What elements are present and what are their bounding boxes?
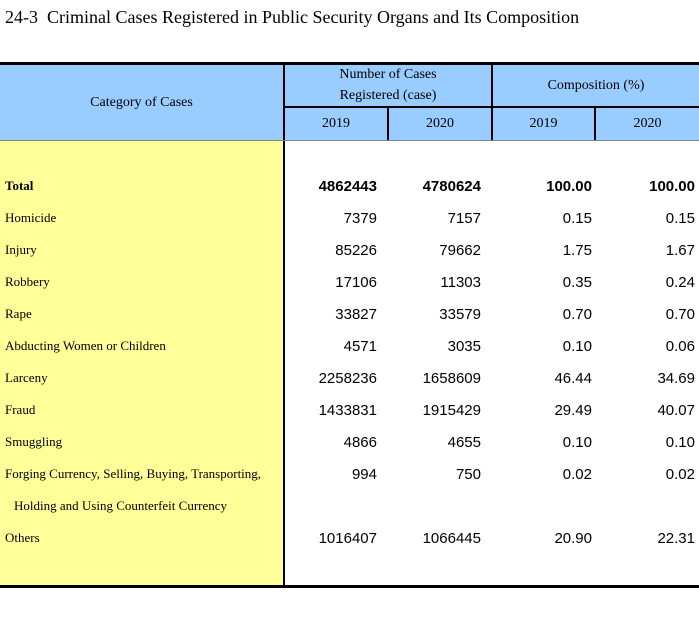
table-row-robbery: Robbery 17106 11303 0.35 0.24 xyxy=(0,266,699,298)
header-category-of-cases: Category of Cases xyxy=(0,65,285,140)
cases-2020-cell: 1915429 xyxy=(422,401,481,419)
header-composition-2019: 2019 xyxy=(493,108,596,140)
cases-2019-cell: 17106 xyxy=(335,273,377,291)
composition-2020-cell: 0.06 xyxy=(665,337,695,355)
category-cell: Abducting Women or Children xyxy=(5,337,166,353)
cases-2019-cell: 4866 xyxy=(343,433,377,451)
table-row-rape: Rape 33827 33579 0.70 0.70 xyxy=(0,298,699,330)
composition-2019-cell: 100.00 xyxy=(546,177,592,195)
composition-2020-cell: 100.00 xyxy=(649,177,695,195)
cases-2020-cell: 33579 xyxy=(439,305,481,323)
table-row-others: Others 1016407 1066445 20.90 22.31 xyxy=(0,522,699,554)
cases-2020-cell: 3035 xyxy=(447,337,481,355)
composition-2020-cell: 0.15 xyxy=(665,209,695,227)
category-cell: Homicide xyxy=(5,209,57,225)
cases-2019-cell: 1016407 xyxy=(318,529,377,547)
category-cell: Larceny xyxy=(5,369,48,385)
cases-2019-cell: 2258236 xyxy=(318,369,377,387)
cases-2019-cell: 994 xyxy=(351,465,377,483)
cases-2019-cell: 4571 xyxy=(343,337,377,355)
header-composition: Composition (%) xyxy=(493,65,699,108)
composition-2020-cell: 40.07 xyxy=(657,401,695,419)
table-row-smuggling: Smuggling 4866 4655 0.10 0.10 xyxy=(0,426,699,458)
cases-2020-cell: 750 xyxy=(455,465,481,483)
composition-2019-cell: 1.75 xyxy=(562,241,592,259)
composition-2019-cell: 0.70 xyxy=(562,305,592,323)
composition-2019-cell: 0.02 xyxy=(562,465,592,483)
composition-2020-cell: 34.69 xyxy=(657,369,695,387)
category-cell-continuation: Holding and Using Counterfeit Currency xyxy=(14,497,228,513)
header-number-of-cases-line1: Number of Cases xyxy=(339,67,437,83)
table-header: Category of Cases Number of Cases Regist… xyxy=(0,62,699,141)
composition-2019-cell: 0.10 xyxy=(562,337,592,355)
cases-2019-cell: 33827 xyxy=(335,305,377,323)
table-row-total: Total 4862443 4780624 100.00 100.00 xyxy=(0,170,699,202)
category-cell: Total xyxy=(5,177,34,193)
composition-2020-cell: 0.10 xyxy=(665,433,695,451)
table-row-fraud: Fraud 1433831 1915429 29.49 40.07 xyxy=(0,394,699,426)
composition-2019-cell: 0.15 xyxy=(562,209,592,227)
header-cases-2020: 2020 xyxy=(389,108,493,140)
category-cell: Others xyxy=(5,529,40,545)
category-cell: Robbery xyxy=(5,273,50,289)
table-row-forging-currency-continuation: Holding and Using Counterfeit Currency xyxy=(0,490,699,522)
composition-2020-cell: 1.67 xyxy=(665,241,695,259)
composition-2020-cell: 0.02 xyxy=(665,465,695,483)
table-row-forging-currency: Forging Currency, Selling, Buying, Trans… xyxy=(0,458,699,490)
composition-2019-cell: 46.44 xyxy=(554,369,592,387)
category-cell: Smuggling xyxy=(5,433,63,449)
table-row-homicide: Homicide 7379 7157 0.15 0.15 xyxy=(0,202,699,234)
header-cases-2019: 2019 xyxy=(285,108,389,140)
composition-2019-cell: 0.10 xyxy=(562,433,592,451)
cases-2020-cell: 7157 xyxy=(447,209,481,227)
cases-2019-cell: 85226 xyxy=(335,241,377,259)
cases-2020-cell: 11303 xyxy=(440,273,481,291)
cases-2019-cell: 1433831 xyxy=(318,401,377,419)
composition-2020-cell: 0.24 xyxy=(665,273,695,291)
composition-2019-cell: 0.35 xyxy=(562,273,592,291)
cases-2019-cell: 4862443 xyxy=(318,177,377,195)
composition-2019-cell: 20.90 xyxy=(554,529,592,547)
table-row-abducting: Abducting Women or Children 4571 3035 0.… xyxy=(0,330,699,362)
table-body: Total 4862443 4780624 100.00 100.00 Homi… xyxy=(0,141,699,588)
cases-2020-cell: 4780624 xyxy=(422,177,481,195)
table-row-injury: Injury 85226 79662 1.75 1.67 xyxy=(0,234,699,266)
cases-2020-cell: 1658609 xyxy=(422,369,481,387)
table-rows: Total 4862443 4780624 100.00 100.00 Homi… xyxy=(0,141,699,554)
criminal-cases-table: Category of Cases Number of Cases Regist… xyxy=(0,62,699,588)
header-composition-2020: 2020 xyxy=(633,116,662,131)
header-number-of-cases-line2: Registered (case) xyxy=(339,87,437,103)
cases-2019-cell: 7379 xyxy=(343,209,377,227)
composition-2020-cell: 22.31 xyxy=(657,529,695,547)
table-row-larceny: Larceny 2258236 1658609 46.44 34.69 xyxy=(0,362,699,394)
category-cell: Rape xyxy=(5,305,32,321)
category-cell: Forging Currency, Selling, Buying, Trans… xyxy=(5,465,262,481)
header-number-of-cases: Number of Cases Registered (case) xyxy=(285,65,493,108)
cases-2020-cell: 4655 xyxy=(447,433,481,451)
page-title: 24-3 Criminal Cases Registered in Public… xyxy=(5,7,580,27)
cases-2020-cell: 79662 xyxy=(439,241,481,259)
cases-2020-cell: 1066445 xyxy=(422,529,481,547)
category-cell: Fraud xyxy=(5,401,36,417)
category-cell: Injury xyxy=(5,241,37,257)
composition-2019-cell: 29.49 xyxy=(554,401,592,419)
composition-2020-cell: 0.70 xyxy=(665,305,695,323)
